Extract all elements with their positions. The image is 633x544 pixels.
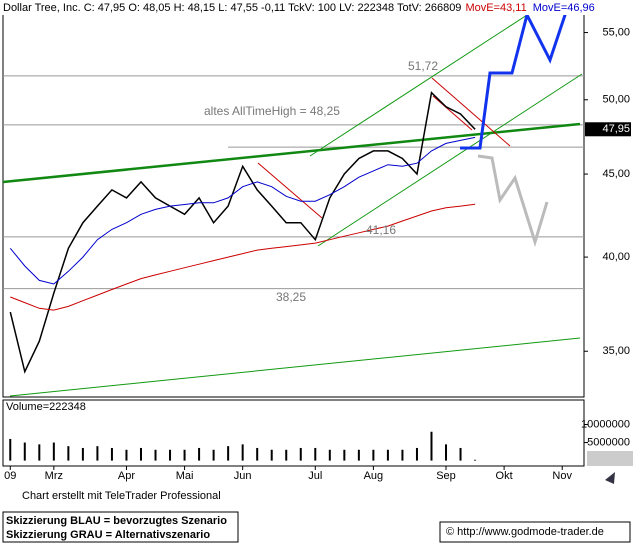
volume-bar <box>67 446 70 461</box>
trend-line <box>432 95 473 131</box>
header-text: Dollar Tree, Inc. C: 47,95 O: 48,05 H: 4… <box>3 2 461 14</box>
header-bg <box>0 0 633 15</box>
volume-bar <box>227 446 230 461</box>
volume-bar <box>125 449 128 461</box>
last-price-box <box>585 122 631 137</box>
legend-grey: Skizzierung GRAU = Alternativszenario <box>6 529 210 541</box>
icon <box>605 472 615 484</box>
legend-box <box>2 511 239 543</box>
volume-bar <box>415 447 418 461</box>
trend-line <box>431 77 511 147</box>
drawings <box>2 0 583 397</box>
volume-bar <box>183 449 186 461</box>
volume-bar <box>110 447 113 461</box>
x-tick-label: Jun <box>234 470 252 482</box>
x-tick-label: 09 <box>4 470 16 482</box>
level-label: 41,16 <box>366 223 396 237</box>
volume-bar <box>169 449 172 461</box>
volume-bar <box>9 438 12 461</box>
price-line <box>9 91 476 374</box>
y-tick-label: 35,00 <box>602 345 630 357</box>
level-label: altes AllTimeHigh = 48,25 <box>204 104 340 118</box>
volume-bar <box>139 447 142 461</box>
volume-frame <box>2 399 585 467</box>
price-line <box>10 203 476 311</box>
x-tick-label: Mrz <box>45 470 63 482</box>
y-tick-label: 50,00 <box>602 94 630 106</box>
channel-line <box>309 14 528 157</box>
scenario-blue <box>460 0 572 150</box>
volume-bar <box>212 449 215 461</box>
volume-bar <box>474 459 477 461</box>
volume-bar <box>23 442 26 461</box>
volume-tick-label: 5000000 <box>587 436 630 448</box>
volume-bar <box>343 449 346 461</box>
legend-blue: Skizzierung BLAU = bevorzugtes Szenario <box>6 515 227 527</box>
volume-bar <box>270 449 273 461</box>
level-label: 51,72 <box>408 59 438 73</box>
trend-line <box>9 337 581 397</box>
x-tick-label: Mai <box>176 470 194 482</box>
scenario-grey <box>477 154 549 248</box>
volume-tick-label: 10000000 <box>581 418 630 430</box>
volume-bar <box>154 449 157 461</box>
legend-entry: MovE=46,96 <box>533 2 595 14</box>
price-line <box>9 136 476 285</box>
source: © http://www.godmode-trader.de <box>446 526 604 538</box>
volume-bar <box>430 431 433 461</box>
levels <box>3 75 584 290</box>
credit: Chart erstellt mit TeleTrader Profession… <box>22 490 221 502</box>
volume-bar <box>386 449 389 461</box>
y-tick-label: 55,00 <box>602 26 630 38</box>
volume-bar <box>328 449 331 461</box>
volume-bar <box>81 447 84 461</box>
level-label: 38,25 <box>276 290 306 304</box>
volume-bar <box>299 447 302 461</box>
volume-bar <box>256 447 259 461</box>
source-box <box>439 521 631 543</box>
volume-title: Volume=222348 <box>6 401 86 413</box>
channel-line <box>317 73 583 247</box>
y-tick-label: 40,00 <box>602 251 630 263</box>
volume-bar <box>285 449 288 461</box>
x-tick-label: Jul <box>308 470 322 482</box>
volume-bar <box>52 442 55 461</box>
volume-bar <box>96 446 99 461</box>
volume-bar <box>38 444 41 461</box>
volume-bar <box>314 447 317 461</box>
y-tick-label: 45,00 <box>602 168 630 180</box>
volume-bar <box>357 449 360 461</box>
x-tick-label: Nov <box>552 470 572 482</box>
series <box>9 91 476 374</box>
x-tick-label: Apr <box>118 470 135 482</box>
trend-line <box>2 122 581 184</box>
volume-bar <box>445 444 448 461</box>
volume-bar <box>459 447 462 461</box>
volume-bar <box>198 447 201 461</box>
header: Dollar Tree, Inc. C: 47,95 O: 48,05 H: 4… <box>3 2 595 14</box>
x-tick-label: Aug <box>364 470 384 482</box>
volume-bar <box>372 449 375 461</box>
x-tick-label: Sep <box>436 470 456 482</box>
legend-entry: MovE=43,11 <box>465 2 526 14</box>
last-price-label: 47,95 <box>602 123 630 135</box>
volume-bar <box>401 449 404 461</box>
x-tick-label: Okt <box>496 470 513 482</box>
scroll-box <box>587 451 633 466</box>
volume-bar <box>241 444 244 461</box>
trend-line <box>257 162 323 219</box>
